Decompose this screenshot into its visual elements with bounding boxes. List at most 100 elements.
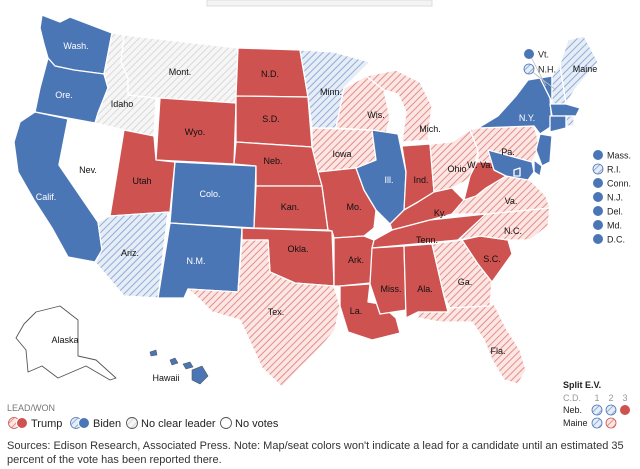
state-ny[interactable] xyxy=(477,77,553,135)
state-label-ms: Miss. xyxy=(381,284,402,294)
state-label-me: Maine xyxy=(573,64,598,74)
state-hi[interactable] xyxy=(169,357,179,366)
state-ri[interactable] xyxy=(565,115,575,127)
legend-item: Biden xyxy=(70,417,121,430)
state-ma[interactable] xyxy=(549,103,581,117)
legend-item: No clear leader xyxy=(126,417,216,430)
legend-title: LEAD/WON xyxy=(7,403,55,413)
svg-text:Biden: Biden xyxy=(93,418,121,430)
legend-item: Trump xyxy=(8,417,62,430)
top-tab-bar[interactable] xyxy=(206,0,433,7)
state-label-mi: Mich. xyxy=(419,124,441,134)
state-label-or: Ore. xyxy=(55,90,73,100)
callout-swatch xyxy=(593,192,603,202)
callout-swatch xyxy=(593,206,603,216)
state-label-ga: Ga. xyxy=(458,277,473,287)
svg-text:Trump: Trump xyxy=(31,418,62,430)
split-ev-cd-label: C.D. xyxy=(563,393,581,403)
callout-label: N.H. xyxy=(538,65,556,75)
callout-swatch xyxy=(523,63,535,75)
split-ev-district-dot xyxy=(620,405,630,415)
state-label-oh: Ohio xyxy=(447,164,466,174)
state-label-il: Ill. xyxy=(385,175,394,185)
state-label-pa: Pa. xyxy=(501,147,515,157)
state-label-wv: W. Va. xyxy=(467,160,493,170)
state-label-va: Va. xyxy=(505,196,518,206)
state-label-nv: Nev. xyxy=(79,165,97,175)
state-label-sd: S.D. xyxy=(262,114,280,124)
state-label-fl: Fla. xyxy=(490,346,505,356)
split-ev-district-number: 3 xyxy=(622,393,627,403)
state-label-ks: Kan. xyxy=(281,202,300,212)
state-label-wa: Wash. xyxy=(63,41,88,51)
state-il[interactable] xyxy=(355,129,407,225)
state-de[interactable] xyxy=(533,159,543,177)
legend-item: No votes xyxy=(220,417,279,430)
state-mi[interactable] xyxy=(365,69,433,143)
callout-swatch xyxy=(593,220,603,230)
state-label-hi: Hawaii xyxy=(152,373,179,383)
state-fl[interactable] xyxy=(417,303,527,385)
state-la[interactable] xyxy=(339,283,401,341)
state-ak[interactable] xyxy=(15,305,117,381)
callout-swatch xyxy=(593,234,603,244)
state-label-tn: Tenn. xyxy=(416,235,438,245)
callout-label: D.C. xyxy=(607,235,625,245)
state-hi-big-island[interactable] xyxy=(191,365,209,385)
svg-text:No votes: No votes xyxy=(235,418,279,430)
callout-label: R.I. xyxy=(607,165,621,175)
state-label-in: Ind. xyxy=(413,175,428,185)
callout-label: Del. xyxy=(607,207,623,217)
callout-label: Conn. xyxy=(607,179,631,189)
split-ev-title: Split E.V. xyxy=(563,380,601,390)
callout-label: Mass. xyxy=(607,151,631,161)
callouts-east: Mass. R.I. Conn. N.J. Del. Md. D.C. xyxy=(592,150,631,245)
svg-text:No clear leader: No clear leader xyxy=(141,418,216,430)
state-label-ia: Iowa xyxy=(332,149,351,159)
state-hi-kauai[interactable] xyxy=(149,349,158,357)
state-label-co: Colo. xyxy=(199,189,220,199)
state-label-sc: S.C. xyxy=(483,254,501,264)
split-ev-table: C.D. 1 2 3 Neb. Maine xyxy=(563,393,630,429)
callout-leader-lines xyxy=(529,54,557,91)
state-label-tx: Tex. xyxy=(268,307,285,317)
state-label-mo: Mo. xyxy=(346,202,361,212)
callout-label: Md. xyxy=(607,221,622,231)
callout-label: N.J. xyxy=(607,193,623,203)
state-md[interactable] xyxy=(487,149,535,181)
state-label-al: Ala. xyxy=(417,284,433,294)
state-label-ut: Utah xyxy=(132,176,151,186)
split-ev-state-label: Neb. xyxy=(563,405,582,415)
state-ct[interactable] xyxy=(549,115,567,133)
legend: Trump Biden No clear leader No votes xyxy=(8,417,279,430)
split-ev-district-dot xyxy=(591,417,603,429)
state-label-ne: Neb. xyxy=(263,156,282,166)
state-label-la: La. xyxy=(350,306,363,316)
state-label-nm: N.M. xyxy=(187,256,206,266)
state-label-ca: Calif. xyxy=(36,192,57,202)
callout-swatch xyxy=(593,150,603,160)
state-ms[interactable] xyxy=(369,245,407,315)
callout-swatch xyxy=(593,178,603,188)
state-label-mn: Minn. xyxy=(320,87,342,97)
state-az[interactable] xyxy=(94,211,169,299)
callout-swatch xyxy=(524,49,534,59)
state-nj[interactable] xyxy=(535,133,553,167)
state-dc[interactable] xyxy=(513,167,521,177)
state-hi-maui[interactable] xyxy=(182,361,194,370)
split-ev-state-label: Maine xyxy=(563,418,588,428)
callout-swatch xyxy=(592,163,604,175)
state-tx[interactable] xyxy=(187,239,341,388)
split-ev-district-number: 1 xyxy=(594,393,599,403)
callouts-northeast: Vt. N.H. xyxy=(523,49,556,75)
split-ev-district-number: 2 xyxy=(608,393,613,403)
callout-label: Vt. xyxy=(538,50,549,60)
state-label-mt: Mont. xyxy=(169,67,192,77)
split-ev-district-dot xyxy=(591,404,603,416)
source-note: Sources: Edison Research, Associated Pre… xyxy=(7,440,624,466)
state-label-wy: Wyo. xyxy=(185,127,205,137)
split-ev-district-dot xyxy=(605,404,617,416)
us-election-map: Wash. Ore. Calif. Nev. Idaho Mont. Wyo. … xyxy=(7,0,631,430)
state-label-ok: Okla. xyxy=(287,244,308,254)
split-ev-district-dot xyxy=(605,417,617,429)
